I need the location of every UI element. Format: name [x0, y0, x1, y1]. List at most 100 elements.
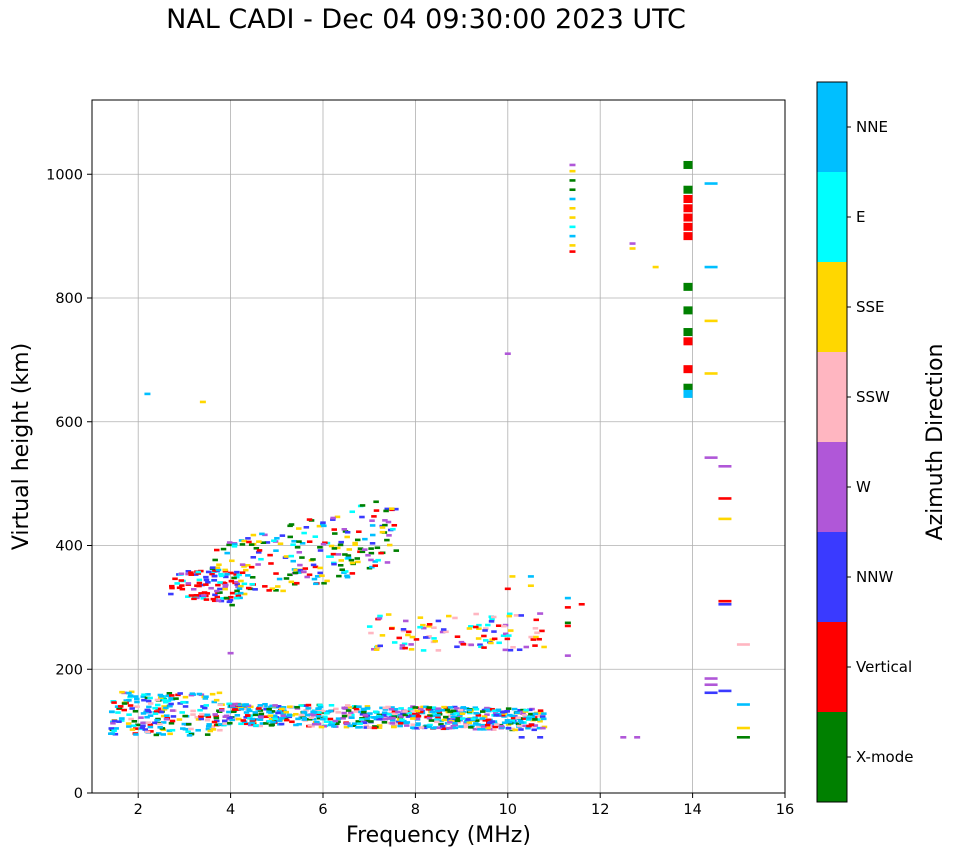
- data-point: [338, 559, 345, 562]
- data-point: [205, 727, 212, 731]
- data-point: [520, 712, 526, 716]
- data-point: [182, 705, 189, 708]
- data-point: [245, 708, 252, 711]
- data-point: [501, 624, 507, 628]
- data-point: [340, 716, 346, 720]
- data-point: [269, 710, 276, 713]
- data-point: [179, 587, 186, 591]
- data-point: [190, 713, 196, 716]
- data-point: [454, 645, 460, 649]
- data-point: [683, 328, 693, 337]
- data-point: [226, 702, 232, 706]
- data-point: [186, 734, 193, 737]
- data-point: [199, 583, 205, 587]
- data-point: [312, 565, 319, 569]
- data-point: [222, 585, 229, 588]
- data-point: [347, 724, 353, 728]
- data-point: [227, 651, 234, 655]
- data-point: [334, 515, 341, 519]
- data-point: [286, 713, 293, 717]
- data-point: [223, 596, 230, 600]
- data-point: [188, 727, 194, 731]
- data-point: [189, 692, 196, 695]
- data-point: [306, 573, 313, 577]
- data-point: [536, 726, 543, 730]
- data-point: [126, 713, 132, 716]
- data-point: [534, 631, 540, 635]
- data-point: [163, 700, 169, 704]
- data-point: [336, 574, 342, 578]
- data-point: [476, 627, 482, 630]
- y-tick-label: 0: [74, 786, 83, 802]
- data-point: [373, 648, 380, 651]
- data-point: [382, 717, 389, 721]
- data-point: [569, 169, 576, 173]
- data-point: [234, 714, 241, 717]
- data-point: [296, 527, 302, 530]
- data-point: [200, 597, 207, 600]
- data-point: [129, 728, 136, 731]
- data-point: [168, 592, 174, 596]
- data-point: [578, 602, 585, 606]
- data-point: [441, 718, 448, 722]
- data-point: [298, 704, 304, 707]
- data-point: [344, 574, 350, 578]
- data-point: [307, 724, 314, 727]
- data-point: [179, 584, 185, 587]
- data-point: [328, 709, 334, 713]
- data-point: [350, 724, 357, 728]
- data-point: [126, 691, 132, 695]
- data-point: [683, 306, 693, 315]
- data-point: [415, 723, 421, 727]
- data-point: [541, 717, 547, 721]
- data-point: [472, 727, 479, 731]
- data-point: [204, 718, 211, 722]
- data-point: [198, 717, 204, 721]
- data-point: [472, 706, 479, 709]
- data-point: [359, 515, 365, 519]
- data-point: [362, 537, 368, 541]
- data-point: [373, 500, 379, 504]
- data-point: [495, 624, 502, 628]
- data-point: [356, 705, 362, 708]
- data-point: [355, 720, 362, 723]
- data-point: [390, 716, 396, 720]
- data-point: [147, 702, 154, 705]
- data-point: [138, 716, 144, 719]
- data-point: [361, 710, 367, 714]
- data-point: [267, 553, 273, 557]
- data-point: [532, 712, 539, 716]
- data-point: [406, 711, 413, 715]
- data-point: [215, 583, 221, 587]
- data-point: [507, 648, 514, 652]
- data-point: [221, 720, 228, 724]
- data-point: [145, 709, 151, 713]
- data-point: [718, 517, 732, 521]
- data-point: [364, 719, 370, 723]
- data-point: [214, 589, 220, 593]
- data-point: [447, 714, 454, 718]
- data-point: [269, 723, 275, 727]
- data-point: [262, 702, 268, 706]
- data-point: [446, 726, 453, 730]
- data-point: [271, 714, 278, 718]
- data-point: [195, 728, 201, 732]
- data-point: [204, 713, 211, 717]
- data-point: [269, 587, 276, 590]
- data-point: [218, 574, 225, 578]
- colorbar-label: SSW: [856, 388, 890, 406]
- data-point: [427, 714, 433, 717]
- data-point: [494, 723, 500, 726]
- data-point: [683, 204, 693, 213]
- data-point: [290, 543, 296, 547]
- data-point: [111, 701, 117, 704]
- data-point: [344, 535, 350, 539]
- data-point: [194, 584, 200, 587]
- data-point: [704, 683, 718, 687]
- data-point: [569, 225, 576, 229]
- data-point: [259, 532, 265, 536]
- data-point: [454, 635, 461, 639]
- data-point: [298, 713, 305, 717]
- data-point: [402, 710, 408, 713]
- data-point: [736, 736, 750, 739]
